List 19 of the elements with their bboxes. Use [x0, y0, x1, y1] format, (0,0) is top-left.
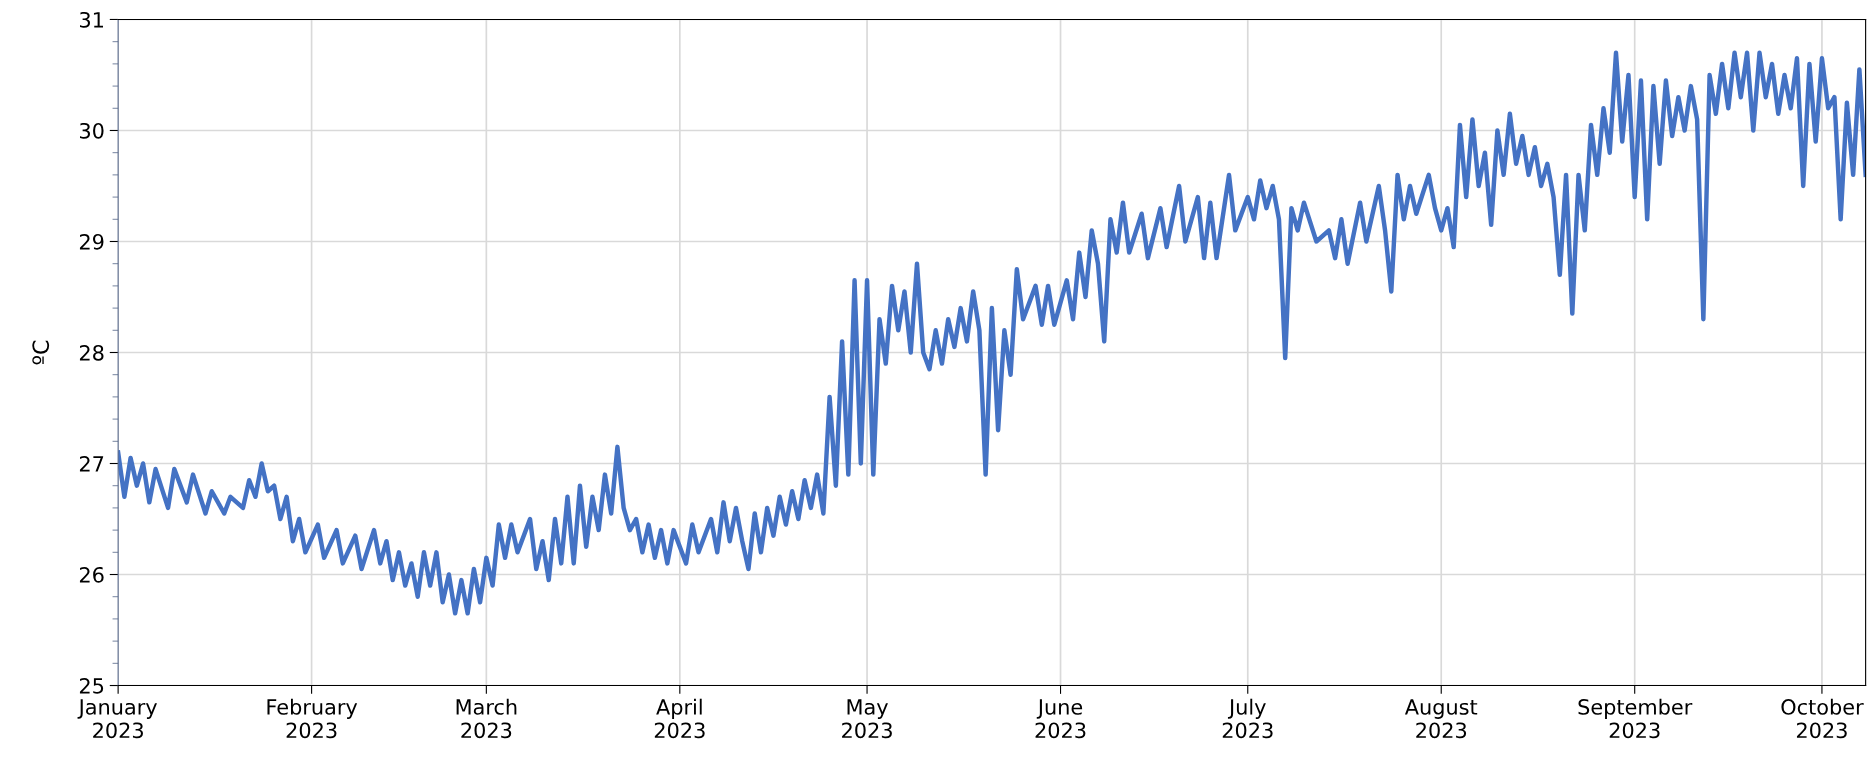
y-tick-label: 25	[79, 677, 104, 694]
x-tick-label: August 2023	[1404, 699, 1478, 739]
y-axis-title: ºC	[32, 340, 50, 365]
y-tick-label: 30	[80, 122, 104, 139]
y-tick-label: 28	[79, 344, 104, 361]
line-series	[118, 50, 1866, 616]
x-tick-label: March 2023	[456, 698, 517, 739]
x-tick-label: September 2023	[1578, 698, 1693, 739]
y-tick-label: 29	[79, 233, 104, 250]
x-tick-label: February 2023	[267, 698, 358, 739]
x-tick-label: January 2023	[77, 699, 157, 739]
y-tick-label: 26	[79, 566, 104, 583]
x-tick-label: April 2023	[654, 698, 705, 739]
x-tick-label: June 2023	[1035, 699, 1086, 739]
y-tick-label: 27	[79, 455, 104, 472]
y-tick-label: 31	[80, 11, 104, 28]
x-tick-label: May 2023	[842, 699, 892, 739]
x-tick-label: October 2023	[1781, 698, 1864, 739]
x-tick-label: July 2023	[1222, 698, 1273, 739]
